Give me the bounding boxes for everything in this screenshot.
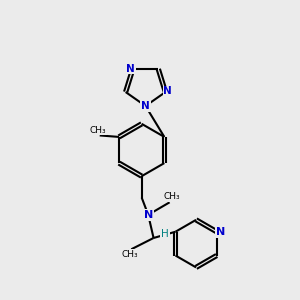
- Text: N: N: [216, 227, 225, 237]
- Text: CH₃: CH₃: [122, 250, 138, 259]
- Text: H: H: [161, 230, 169, 239]
- Text: N: N: [144, 210, 153, 220]
- Text: N: N: [126, 64, 135, 74]
- Text: N: N: [141, 101, 150, 111]
- Text: CH₃: CH₃: [164, 193, 180, 202]
- Text: CH₃: CH₃: [90, 126, 106, 135]
- Text: N: N: [164, 86, 172, 96]
